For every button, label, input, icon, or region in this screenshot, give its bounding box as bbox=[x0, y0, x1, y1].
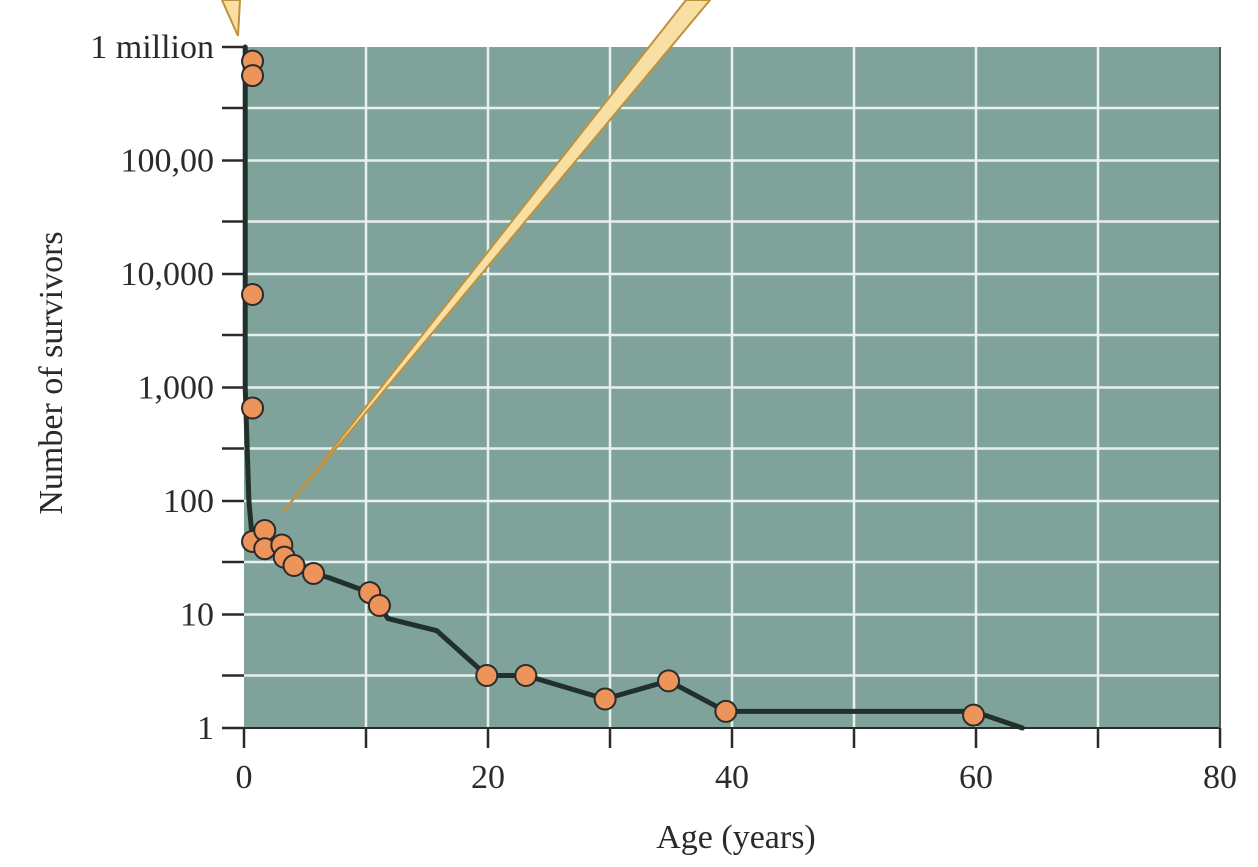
y-tick-label: 1 million bbox=[90, 29, 214, 66]
callout-pointers bbox=[220, 0, 712, 513]
survivorship-curve bbox=[242, 44, 1025, 731]
data-point-marker bbox=[367, 594, 391, 618]
data-point-marker bbox=[282, 554, 306, 578]
data-point-marker bbox=[241, 64, 265, 88]
x-tick-label: 20 bbox=[471, 759, 505, 796]
data-point-marker bbox=[475, 664, 499, 688]
y-tick-label: 10 bbox=[180, 597, 214, 634]
y-tick-label: 100 bbox=[163, 483, 214, 520]
gridlines bbox=[244, 47, 1220, 728]
pointer-callout-top-left bbox=[220, 0, 242, 37]
data-point-marker bbox=[593, 687, 617, 711]
y-tick-label: 100,00 bbox=[121, 143, 215, 180]
y-tick-label: 1,000 bbox=[138, 370, 215, 407]
data-point-marker bbox=[514, 664, 538, 688]
x-tick-label: 60 bbox=[959, 759, 993, 796]
data-point-marker bbox=[714, 699, 738, 723]
pointer-callout-main bbox=[282, 0, 712, 513]
data-markers bbox=[241, 49, 986, 727]
data-point-marker bbox=[241, 396, 265, 420]
x-axis-ticks: 0 20 40 60 80 bbox=[236, 728, 1237, 796]
x-axis-title: Age (years) bbox=[656, 819, 816, 856]
x-tick-label: 40 bbox=[715, 759, 749, 796]
y-axis-ticks: 1 10 100 1,000 10,000 100,00 1 million bbox=[90, 29, 244, 747]
y-axis-title: Number of survivors bbox=[33, 231, 70, 514]
data-point-marker bbox=[657, 669, 681, 693]
data-point-marker bbox=[962, 703, 986, 727]
y-tick-label: 1 bbox=[197, 710, 214, 747]
data-point-marker bbox=[241, 282, 265, 306]
x-tick-label: 0 bbox=[236, 759, 253, 796]
y-tick-label: 10,000 bbox=[121, 256, 215, 293]
data-point-marker bbox=[302, 561, 326, 585]
x-tick-label: 80 bbox=[1203, 759, 1237, 796]
survivorship-line bbox=[242, 44, 1025, 731]
